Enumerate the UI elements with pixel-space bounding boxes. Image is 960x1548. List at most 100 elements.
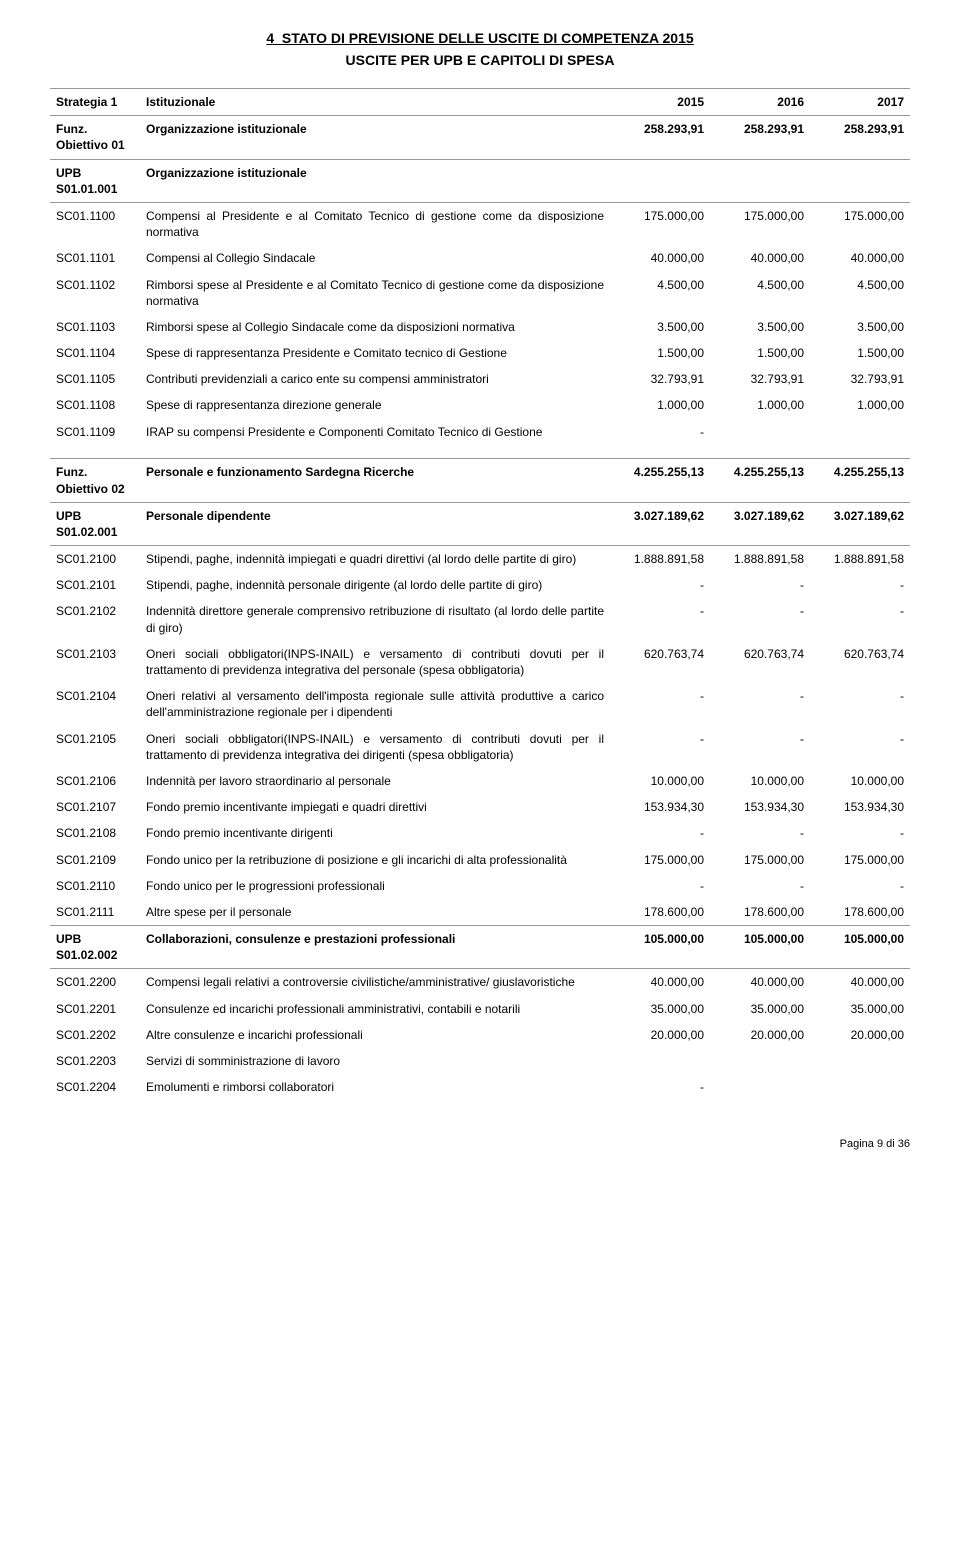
table-row: UPB S01.01.001Organizzazione istituziona… [50, 159, 910, 202]
row-description: Oneri sociali obbligatori(INPS-INAIL) e … [140, 641, 610, 683]
row-value: - [810, 572, 910, 598]
table-row: SC01.1101Compensi al Collegio Sindacale4… [50, 245, 910, 271]
row-value: 175.000,00 [710, 202, 810, 245]
row-value: 175.000,00 [810, 202, 910, 245]
row-value [610, 159, 710, 202]
row-value: 105.000,00 [810, 926, 910, 969]
row-description: Fondo premio incentivante dirigenti [140, 820, 610, 846]
row-description: Rimborsi spese al Collegio Sindacale com… [140, 314, 610, 340]
row-description: Stipendi, paghe, indennità impiegati e q… [140, 546, 610, 573]
row-value: 10.000,00 [610, 768, 710, 794]
table-row: SC01.2200Compensi legali relativi a cont… [50, 969, 910, 996]
row-code: SC01.2104 [50, 683, 140, 725]
row-value: 20.000,00 [710, 1022, 810, 1048]
row-value: 105.000,00 [710, 926, 810, 969]
row-value [810, 1048, 910, 1074]
row-value [610, 1048, 710, 1074]
row-value: 620.763,74 [710, 641, 810, 683]
row-value: 1.000,00 [710, 392, 810, 418]
row-description: Altre spese per il personale [140, 899, 610, 926]
row-code: Funz. Obiettivo 01 [50, 116, 140, 159]
row-value: 40.000,00 [810, 969, 910, 996]
row-description: Fondo premio incentivante impiegati e qu… [140, 794, 610, 820]
row-code: SC01.1109 [50, 419, 140, 445]
row-code: SC01.2201 [50, 996, 140, 1022]
row-value: 105.000,00 [610, 926, 710, 969]
row-value: 1.500,00 [610, 340, 710, 366]
row-code: SC01.1105 [50, 366, 140, 392]
row-value: 35.000,00 [810, 996, 910, 1022]
row-description: Indennità per lavoro straordinario al pe… [140, 768, 610, 794]
row-value: - [810, 873, 910, 899]
table-row: SC01.1109IRAP su compensi Presidente e C… [50, 419, 910, 445]
row-code: SC01.2111 [50, 899, 140, 926]
row-value: 4.500,00 [610, 272, 710, 314]
table-row: SC01.2201Consulenze ed incarichi profess… [50, 996, 910, 1022]
table-row: Strategia 1Istituzionale201520162017 [50, 89, 910, 116]
row-value: 20.000,00 [610, 1022, 710, 1048]
row-value: 3.500,00 [810, 314, 910, 340]
table-row: SC01.1102Rimborsi spese al Presidente e … [50, 272, 910, 314]
row-description: Istituzionale [140, 89, 610, 116]
row-description: Contributi previdenziali a carico ente s… [140, 366, 610, 392]
table-row: SC01.2202Altre consulenze e incarichi pr… [50, 1022, 910, 1048]
row-value [710, 1048, 810, 1074]
row-description: Servizi di somministrazione di lavoro [140, 1048, 610, 1074]
table-row: Funz. Obiettivo 01Organizzazione istituz… [50, 116, 910, 159]
row-value: 2015 [610, 89, 710, 116]
row-code: SC01.2101 [50, 572, 140, 598]
table-row: Funz. Obiettivo 02Personale e funzioname… [50, 459, 910, 502]
row-value: 3.500,00 [610, 314, 710, 340]
page-footer: Pagina 9 di 36 [0, 1120, 960, 1150]
row-description: Indennità direttore generale comprensivo… [140, 598, 610, 640]
document-header: 4_STATO DI PREVISIONE DELLE USCITE DI CO… [50, 30, 910, 68]
row-value: 4.255.255,13 [710, 459, 810, 502]
row-value: - [810, 683, 910, 725]
table-row: SC01.2101Stipendi, paghe, indennità pers… [50, 572, 910, 598]
row-value: 1.500,00 [810, 340, 910, 366]
row-value: 175.000,00 [710, 847, 810, 873]
row-value: 40.000,00 [810, 245, 910, 271]
row-code: Funz. Obiettivo 02 [50, 459, 140, 502]
row-value: 32.793,91 [710, 366, 810, 392]
table-row: SC01.1103Rimborsi spese al Collegio Sind… [50, 314, 910, 340]
row-description: IRAP su compensi Presidente e Componenti… [140, 419, 610, 445]
row-value: 4.500,00 [710, 272, 810, 314]
row-value: 40.000,00 [710, 245, 810, 271]
table-row: SC01.1108Spese di rappresentanza direzio… [50, 392, 910, 418]
row-value: 178.600,00 [610, 899, 710, 926]
row-code: SC01.2102 [50, 598, 140, 640]
row-description: Organizzazione istituzionale [140, 116, 610, 159]
row-description: Oneri sociali obbligatori(INPS-INAIL) e … [140, 726, 610, 768]
row-value: - [710, 598, 810, 640]
row-description: Emolumenti e rimborsi collaboratori [140, 1074, 610, 1100]
row-value: 2017 [810, 89, 910, 116]
row-value: 1.500,00 [710, 340, 810, 366]
row-description: Oneri relativi al versamento dell'impost… [140, 683, 610, 725]
row-value: 10.000,00 [810, 768, 910, 794]
row-value: - [710, 726, 810, 768]
table-row: SC01.1100Compensi al Presidente e al Com… [50, 202, 910, 245]
row-code: UPB S01.02.001 [50, 502, 140, 545]
table-row: UPB S01.02.001Personale dipendente3.027.… [50, 502, 910, 545]
table-row: SC01.2110Fondo unico per le progressioni… [50, 873, 910, 899]
row-value [710, 159, 810, 202]
row-code: SC01.2100 [50, 546, 140, 573]
row-value: 3.027.189,62 [610, 502, 710, 545]
row-value: - [710, 683, 810, 725]
row-value: 1.000,00 [810, 392, 910, 418]
row-description: Compensi legali relativi a controversie … [140, 969, 610, 996]
table-row: SC01.2100Stipendi, paghe, indennità impi… [50, 546, 910, 573]
row-value: 3.027.189,62 [810, 502, 910, 545]
row-value: 4.255.255,13 [610, 459, 710, 502]
row-value: - [610, 598, 710, 640]
row-value: - [610, 820, 710, 846]
row-value: 1.888.891,58 [810, 546, 910, 573]
row-value: - [610, 726, 710, 768]
row-value: 175.000,00 [810, 847, 910, 873]
table-row: SC01.2104Oneri relativi al versamento de… [50, 683, 910, 725]
row-code: SC01.2203 [50, 1048, 140, 1074]
row-value: 3.500,00 [710, 314, 810, 340]
row-code: SC01.1101 [50, 245, 140, 271]
table-row: SC01.2106Indennità per lavoro straordina… [50, 768, 910, 794]
